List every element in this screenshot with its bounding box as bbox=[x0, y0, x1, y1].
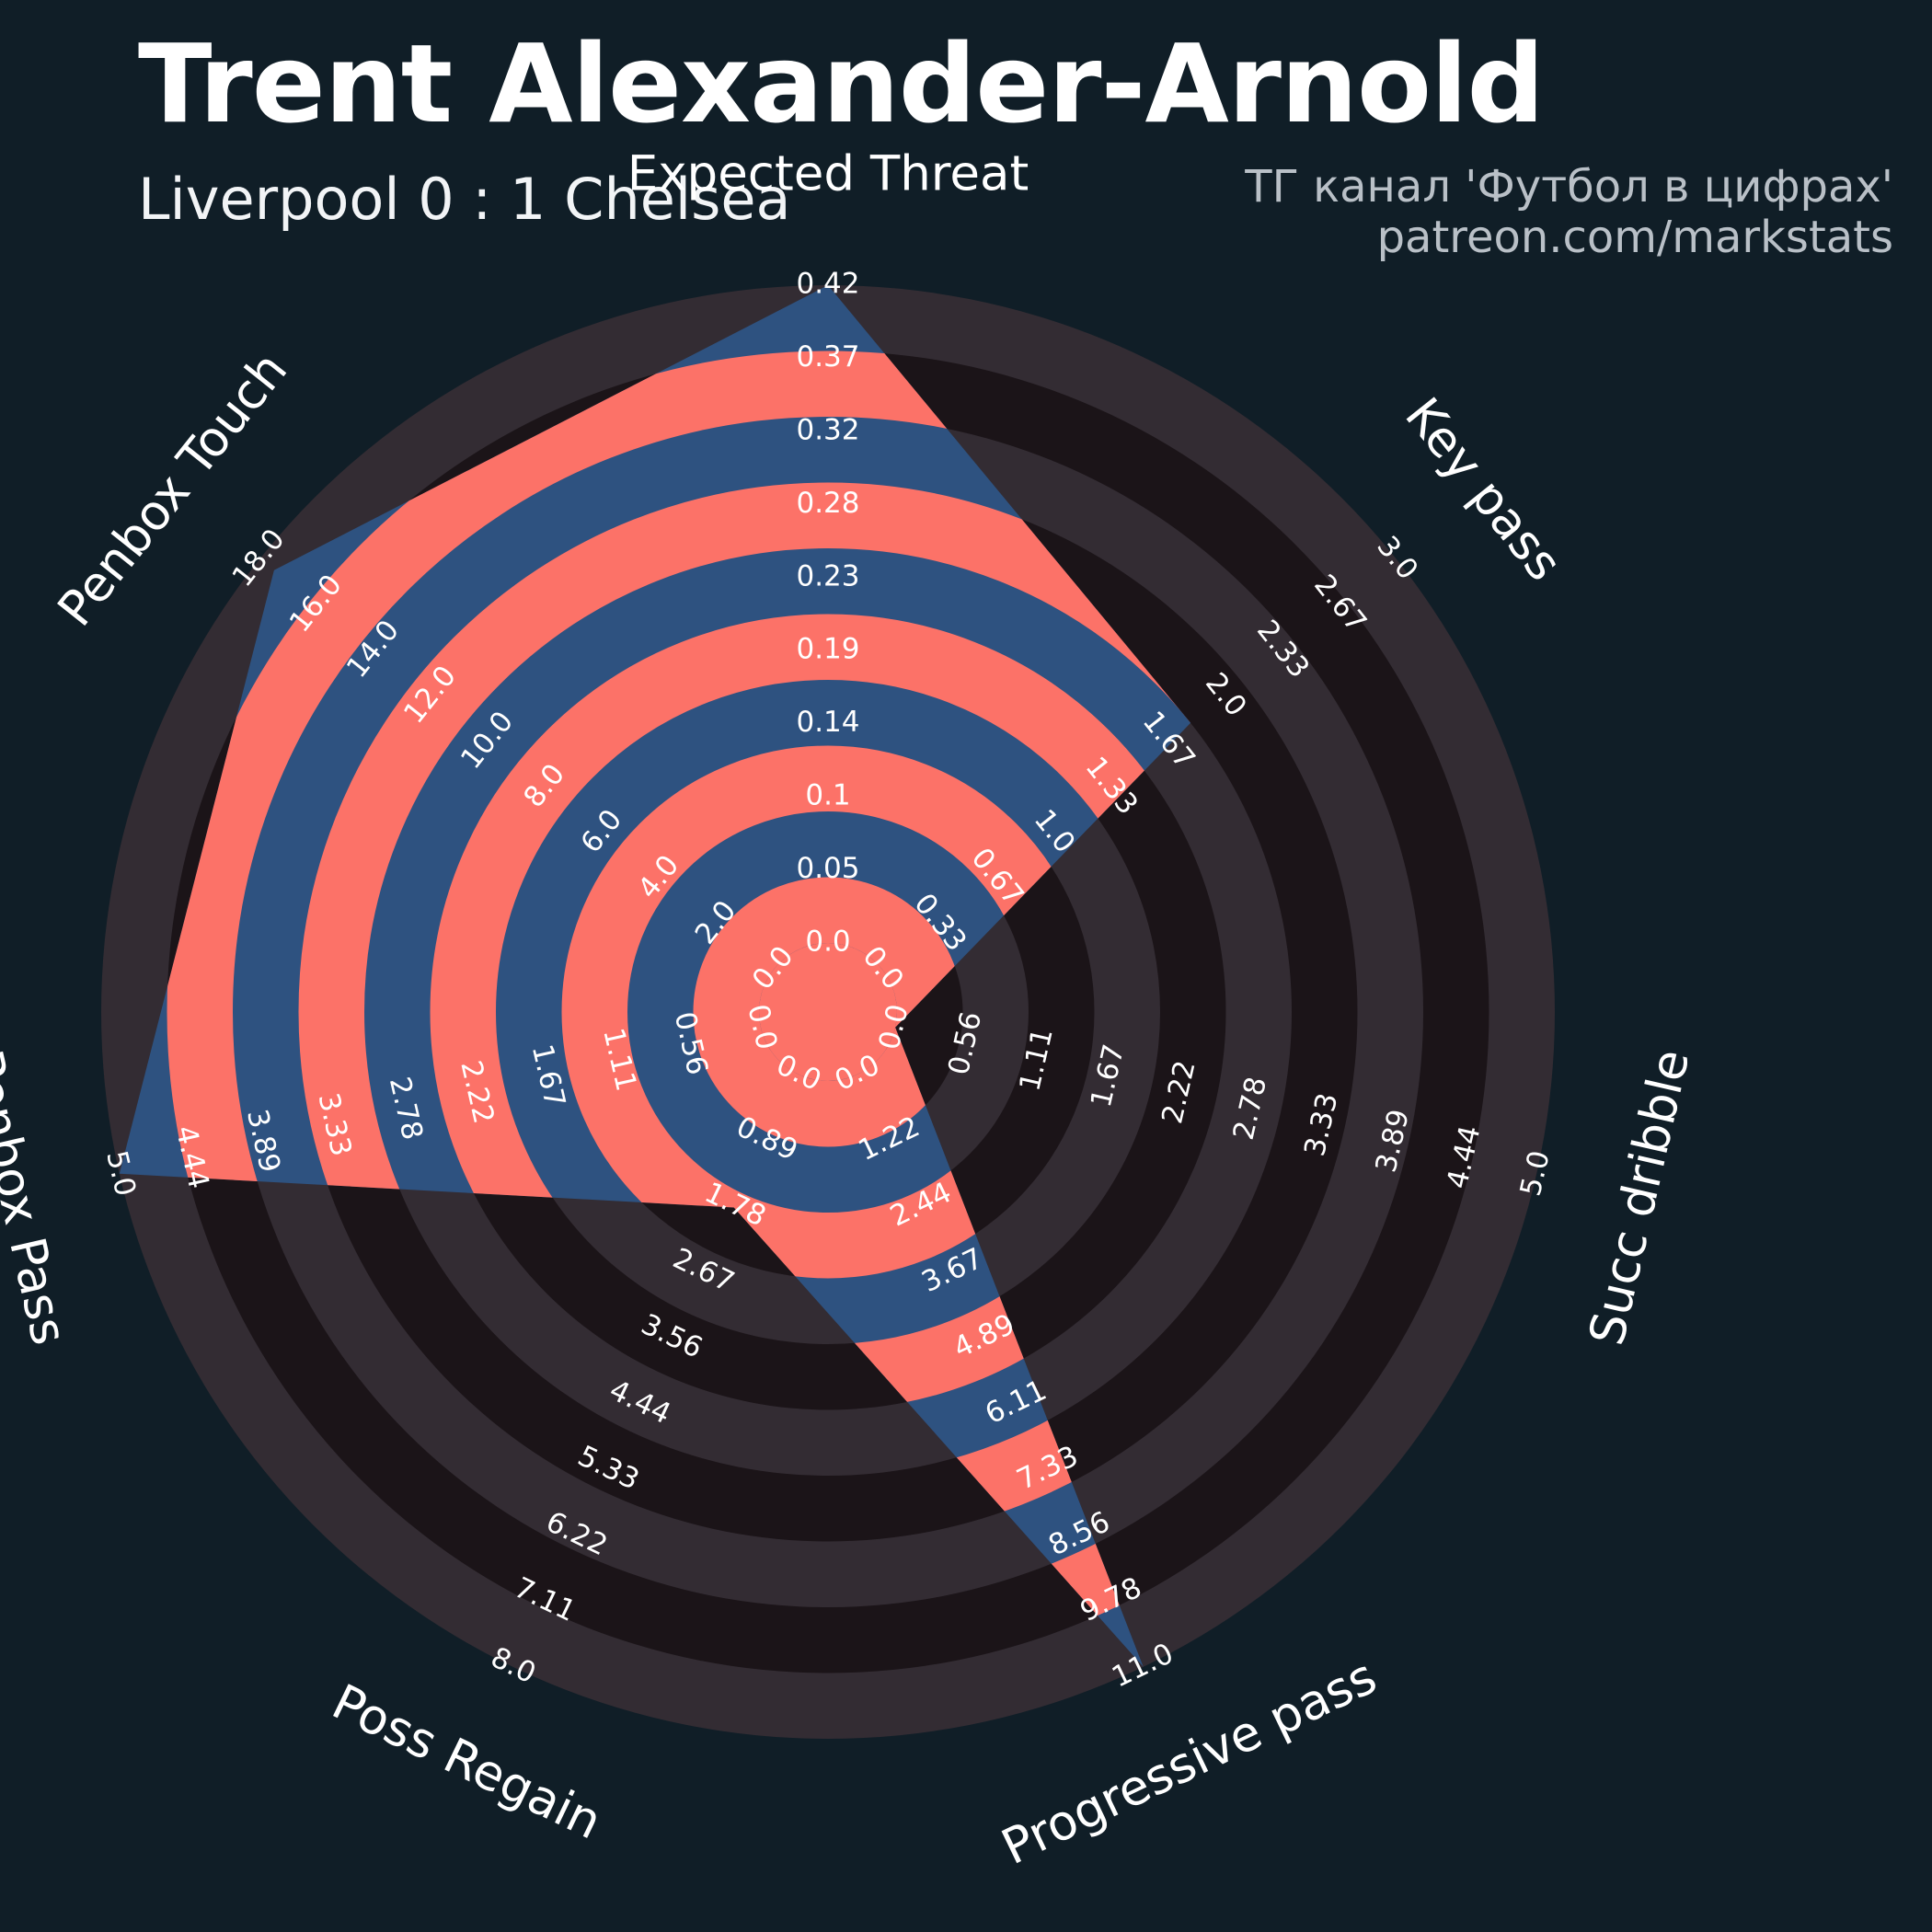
axis-name-penbox-pass: Penbox Pass bbox=[0, 1045, 77, 1351]
axis-tick-label: 0.37 bbox=[796, 340, 859, 374]
axis-tick-label: 0.23 bbox=[796, 559, 859, 592]
axis-name-poss-regain: Poss Regain bbox=[324, 1673, 610, 1850]
watermark-patreon: patreon.com/markstats bbox=[1376, 212, 1893, 263]
axis-tick-label: 0.32 bbox=[796, 413, 859, 446]
axis-name-succ-dribble: Succ dribble bbox=[1579, 1044, 1700, 1351]
axis-tick-label: 0.28 bbox=[796, 487, 859, 520]
axis-name-expected-threat: Expected Threat bbox=[627, 146, 1029, 202]
watermark-telegram: ТГ канал 'Футбол в цифрах' bbox=[1245, 161, 1893, 213]
axis-tick-label: 0.1 bbox=[805, 779, 850, 812]
axis-tick-label: 0.05 bbox=[796, 852, 859, 885]
match-subtitle: Liverpool 0 : 1 Chelsea bbox=[138, 166, 791, 233]
axis-tick-label: 0.14 bbox=[796, 706, 859, 739]
page-title: Trent Alexander-Arnold bbox=[138, 20, 1545, 147]
axis-tick-label: 0.42 bbox=[796, 268, 859, 301]
axis-tick-label: 0.0 bbox=[805, 926, 850, 959]
axis-tick-label: 0.19 bbox=[796, 633, 859, 666]
center-hub bbox=[759, 943, 897, 1081]
